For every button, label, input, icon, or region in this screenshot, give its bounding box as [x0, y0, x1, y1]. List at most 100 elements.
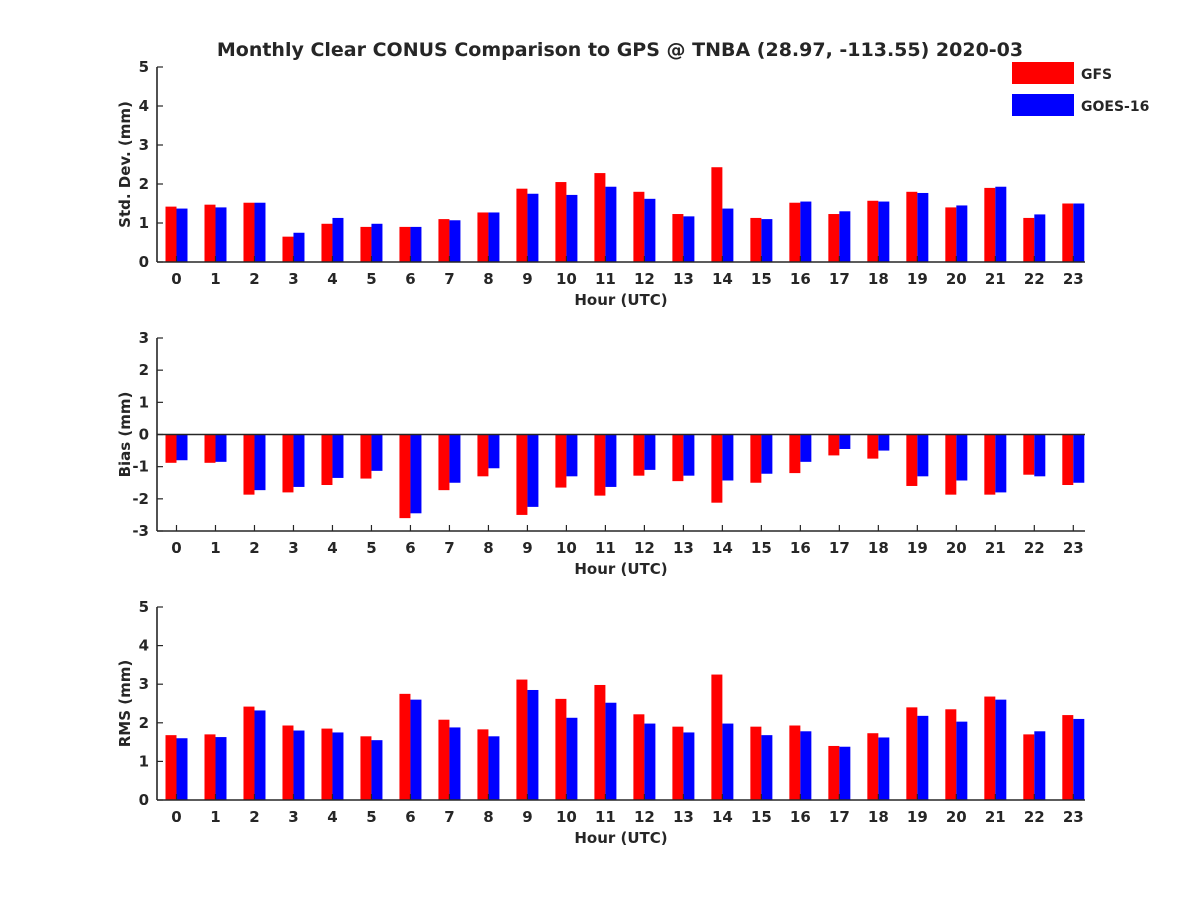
- bias-bar-gfs-h18: [867, 434, 879, 459]
- rms-xtick-label-13: 13: [673, 808, 694, 826]
- legend-label-goes16: GOES-16: [1081, 99, 1149, 115]
- stddev-bar-gfs-h16: [789, 202, 801, 262]
- rms-bar-goes16-h14: [722, 723, 734, 800]
- bias-bar-gfs-h10: [555, 434, 567, 488]
- bias-bar-gfs-h13: [672, 434, 684, 482]
- bias-ytick-label--1: -1: [132, 458, 149, 476]
- stddev-bar-gfs-h2: [243, 202, 255, 262]
- stddev-bar-goes16-h4: [332, 217, 344, 262]
- bias-bar-gfs-h1: [204, 434, 216, 463]
- rms-bar-goes16-h13: [683, 732, 695, 800]
- rms-bar-goes16-h8: [488, 736, 500, 800]
- rms-xtick-label-14: 14: [712, 808, 733, 826]
- stddev-xtick-label-22: 22: [1024, 270, 1045, 288]
- stddev-bar-gfs-h10: [555, 182, 567, 262]
- stddev-bar-gfs-h8: [477, 212, 489, 262]
- stddev-bar-goes16-h23: [1073, 203, 1085, 262]
- bias-xtick-label-5: 5: [366, 539, 376, 557]
- stddev-bar-goes16-h22: [1034, 214, 1046, 262]
- stddev-xtick-label-1: 1: [210, 270, 220, 288]
- bias-bar-goes16-h11: [605, 434, 617, 487]
- stddev-xtick-label-21: 21: [985, 270, 1006, 288]
- stddev-bar-goes16-h11: [605, 186, 617, 262]
- bias-bar-goes16-h21: [995, 434, 1007, 493]
- bias-bar-goes16-h20: [956, 434, 968, 481]
- stddev-bar-goes16-h8: [488, 212, 500, 262]
- chart-title: Monthly Clear CONUS Comparison to GPS @ …: [217, 39, 1023, 61]
- bias-bar-gfs-h16: [789, 434, 801, 474]
- bias-bar-goes16-h1: [215, 434, 227, 462]
- rms-ytick-label-1: 1: [139, 752, 149, 770]
- bias-xtick-label-9: 9: [522, 539, 532, 557]
- rms-bar-gfs-h11: [594, 684, 606, 800]
- rms-xtick-label-3: 3: [288, 808, 298, 826]
- stddev-xtick-label-19: 19: [907, 270, 928, 288]
- stddev-bar-gfs-h18: [867, 200, 879, 262]
- bias-bar-goes16-h12: [644, 434, 656, 470]
- stddev-ytick-label-3: 3: [139, 136, 149, 154]
- rms-xtick-label-11: 11: [595, 808, 616, 826]
- stddev-xtick-label-12: 12: [634, 270, 655, 288]
- bias-xtick-label-6: 6: [405, 539, 415, 557]
- bias-bar-gfs-h4: [321, 434, 333, 485]
- stddev-bar-gfs-h13: [672, 214, 684, 262]
- rms-bar-goes16-h22: [1034, 731, 1046, 800]
- stddev-xtick-label-0: 0: [171, 270, 181, 288]
- rms-xtick-label-19: 19: [907, 808, 928, 826]
- rms-bar-goes16-h19: [917, 715, 929, 800]
- rms-xtick-label-4: 4: [327, 808, 337, 826]
- rms-xtick-label-1: 1: [210, 808, 220, 826]
- stddev-y-axis-label: Std. Dev. (mm): [116, 101, 134, 228]
- stddev-xtick-label-15: 15: [751, 270, 772, 288]
- rms-xtick-label-17: 17: [829, 808, 850, 826]
- rms-bar-gfs-h20: [945, 709, 957, 800]
- stddev-bar-goes16-h15: [761, 219, 773, 262]
- rms-bar-gfs-h19: [906, 707, 918, 800]
- stddev-xtick-label-16: 16: [790, 270, 811, 288]
- rms-bar-goes16-h0: [176, 738, 188, 800]
- rms-bar-goes16-h20: [956, 721, 968, 800]
- bias-bar-goes16-h15: [761, 434, 773, 474]
- stddev-bar-goes16-h14: [722, 208, 734, 262]
- rms-bar-gfs-h8: [477, 729, 489, 800]
- bias-bar-goes16-h5: [371, 434, 383, 471]
- bias-bar-gfs-h5: [360, 434, 372, 479]
- bias-bar-goes16-h22: [1034, 434, 1046, 477]
- rms-xtick-label-8: 8: [483, 808, 493, 826]
- bias-xtick-label-1: 1: [210, 539, 220, 557]
- bias-ytick-label-0: 0: [139, 426, 149, 444]
- rms-xtick-label-21: 21: [985, 808, 1006, 826]
- stddev-bar-gfs-h21: [984, 187, 996, 262]
- rms-bar-gfs-h23: [1062, 715, 1074, 800]
- rms-bar-goes16-h11: [605, 702, 617, 800]
- legend-label-gfs: GFS: [1081, 67, 1112, 83]
- stddev-bar-goes16-h9: [527, 193, 539, 262]
- bias-xtick-label-14: 14: [712, 539, 733, 557]
- bias-bar-goes16-h9: [527, 434, 539, 507]
- legend-swatch-goes16: [1012, 94, 1074, 116]
- rms-xtick-label-10: 10: [556, 808, 577, 826]
- rms-bar-goes16-h17: [839, 746, 851, 800]
- bias-bar-gfs-h23: [1062, 434, 1074, 485]
- bias-xtick-label-12: 12: [634, 539, 655, 557]
- rms-xtick-label-15: 15: [751, 808, 772, 826]
- bias-bar-goes16-h23: [1073, 434, 1085, 483]
- bias-bar-gfs-h21: [984, 434, 996, 495]
- bias-xtick-label-15: 15: [751, 539, 772, 557]
- bias-bar-goes16-h0: [176, 434, 188, 461]
- bias-bar-gfs-h6: [399, 434, 411, 519]
- stddev-bar-goes16-h3: [293, 232, 305, 262]
- stddev-bar-gfs-h0: [165, 206, 177, 262]
- bias-bar-goes16-h7: [449, 434, 461, 483]
- rms-bar-goes16-h23: [1073, 718, 1085, 800]
- stddev-xtick-label-11: 11: [595, 270, 616, 288]
- rms-ytick-label-3: 3: [139, 675, 149, 693]
- stddev-ytick-label-5: 5: [139, 58, 149, 76]
- rms-bar-gfs-h15: [750, 726, 762, 800]
- rms-bar-goes16-h15: [761, 735, 773, 800]
- legend: GFS GOES-16: [1012, 62, 1149, 116]
- stddev-xtick-label-4: 4: [327, 270, 337, 288]
- stddev-bar-goes16-h16: [800, 201, 812, 262]
- stddev-bar-goes16-h7: [449, 220, 461, 262]
- stddev-bar-gfs-h19: [906, 191, 918, 262]
